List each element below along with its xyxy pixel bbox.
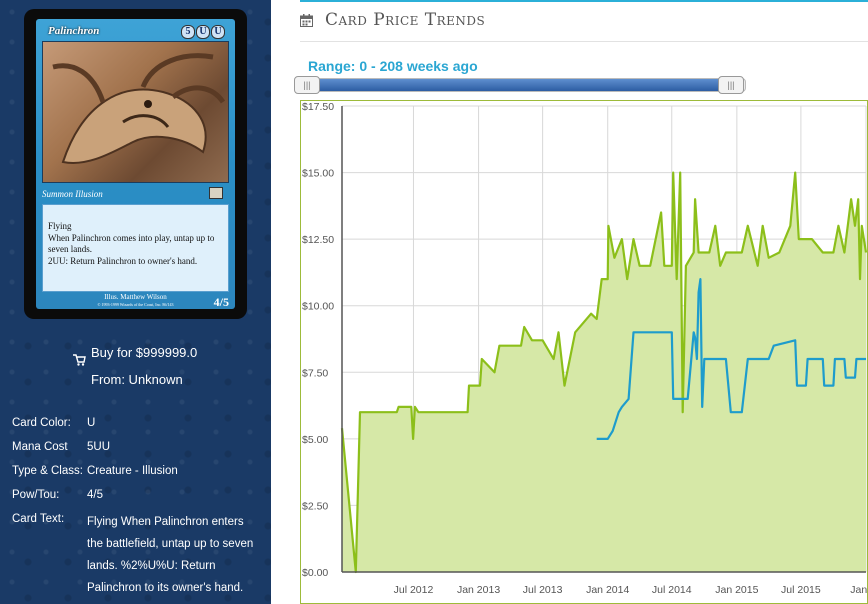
cart-icon[interactable] xyxy=(73,354,86,366)
pow-tou-label: Pow/Tou: xyxy=(12,489,60,501)
chart-series xyxy=(340,171,868,574)
y-tick-label: $0.00 xyxy=(302,567,328,579)
card-power-toughness: 4/5 xyxy=(213,295,229,309)
x-tick-label: Jul 2012 xyxy=(394,584,434,596)
mana-cost-label: Mana Cost xyxy=(12,441,68,453)
card-type-line: Summon Illusion xyxy=(42,189,103,199)
mana-cost-symbols: 5 U U xyxy=(181,25,225,39)
card-copyright: © 1993-1999 Wizards of the Coast, Inc. 8… xyxy=(97,302,174,307)
series-line-0 xyxy=(340,171,868,574)
mana-symbol: 5 xyxy=(181,25,195,39)
card-sidebar: Palinchron 5 U U Summon Illusion Flying xyxy=(0,0,271,604)
card-illustrator: Illus. Matthew Wilson xyxy=(104,293,167,301)
panel-title: Card Price Trends xyxy=(325,10,486,30)
price-trend-chart: $0.00 $2.50 $5.00 $7.50 $10.00 $12.50 $15.00 $1… xyxy=(302,101,868,596)
y-tick-label: $12.50 xyxy=(302,234,334,246)
card-color-value: U xyxy=(87,417,96,429)
calendar-icon xyxy=(300,14,313,27)
card-text-line: 2UU: Return Palinchron to owner's hand. xyxy=(48,256,198,266)
y-tick-label: $2.50 xyxy=(302,500,328,512)
mana-cost-value: 5UU xyxy=(87,441,111,453)
card-artwork xyxy=(42,41,229,183)
title-divider xyxy=(300,41,868,42)
series-line-1 xyxy=(596,278,866,440)
y-tick-label: $5.00 xyxy=(302,434,328,446)
range-slider-start-handle[interactable]: ||| xyxy=(294,76,320,94)
y-tick-label: $7.50 xyxy=(302,367,328,379)
card-face: Palinchron 5 U U Summon Illusion Flying xyxy=(36,19,235,309)
card-text-label: Card Text: xyxy=(12,513,65,525)
card-text-line: When Palinchron comes into play, untap u… xyxy=(48,233,215,254)
dragon-illustration xyxy=(52,53,226,164)
buy-link[interactable]: Buy for $999999.0 xyxy=(91,345,198,360)
mana-symbol: U xyxy=(211,25,225,39)
card-color-label: Card Color: xyxy=(12,417,71,429)
x-tick-label: Jan 2014 xyxy=(586,584,629,596)
x-tick-label: Jan 2013 xyxy=(457,584,500,596)
series-area-0 xyxy=(342,172,866,572)
x-tick-label: Jul 2015 xyxy=(781,584,821,596)
panel-top-border xyxy=(300,0,868,2)
seller-source: From: Unknown xyxy=(91,372,183,387)
y-tick-label: $10.00 xyxy=(302,301,334,313)
range-slider-end-handle[interactable]: ||| xyxy=(718,76,744,94)
card-name: Palinchron xyxy=(48,25,100,37)
x-tick-label: Jul 2014 xyxy=(652,584,692,596)
mana-symbol: U xyxy=(196,25,210,39)
range-slider-selection[interactable] xyxy=(308,79,733,91)
range-label: Range: 0 - 208 weeks ago xyxy=(308,58,478,74)
x-tick-label: Jan 2015 xyxy=(715,584,758,596)
set-symbol-icon xyxy=(209,187,223,199)
type-class-value: Creature - Illusion xyxy=(87,465,178,477)
pow-tou-value: 4/5 xyxy=(87,489,103,501)
type-class-label: Type & Class: xyxy=(12,465,83,477)
y-tick-label: $15.00 xyxy=(302,168,334,180)
card-text-value: Flying When Palinchron enters the battle… xyxy=(87,516,254,594)
x-tick-label: Jan 20 xyxy=(850,584,868,596)
card-image: Palinchron 5 U U Summon Illusion Flying xyxy=(24,9,247,319)
y-tick-label: $17.50 xyxy=(302,101,334,113)
card-rules-text: Flying When Palinchron comes into play, … xyxy=(42,204,229,292)
chart-axes: $0.00 $2.50 $5.00 $7.50 $10.00 $12.50 $15.00 $1… xyxy=(302,101,868,596)
x-tick-label: Jul 2013 xyxy=(523,584,563,596)
card-text-line: Flying xyxy=(48,221,72,231)
card-name-bar: Palinchron 5 U U xyxy=(42,23,229,41)
